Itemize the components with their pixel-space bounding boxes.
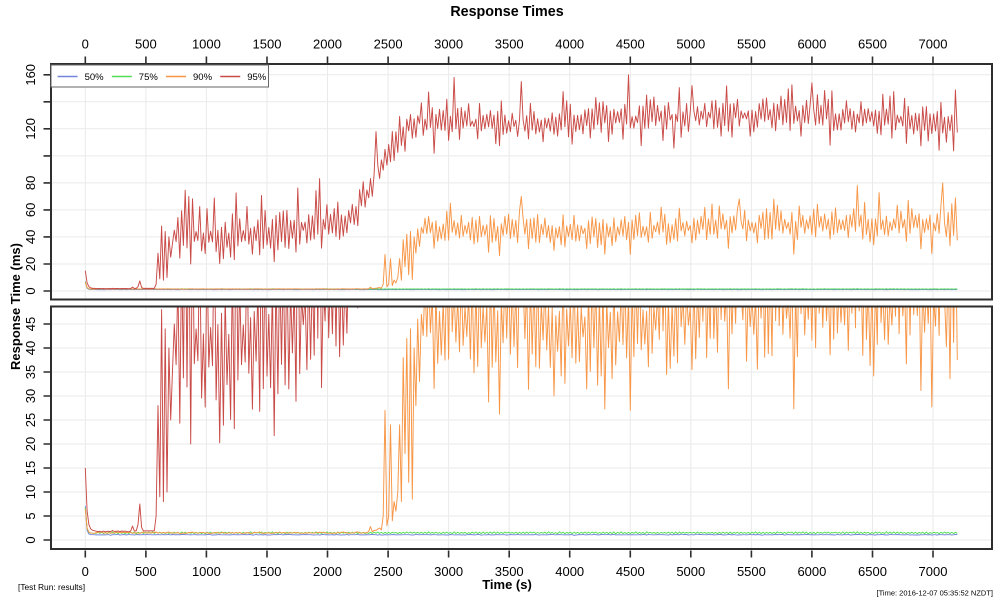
- svg-text:4000: 4000: [555, 37, 584, 52]
- svg-text:10: 10: [23, 485, 38, 499]
- svg-text:3000: 3000: [434, 564, 463, 579]
- svg-text:60: 60: [23, 203, 38, 217]
- svg-text:4500: 4500: [616, 37, 645, 52]
- svg-text:Response Times: Response Times: [450, 4, 563, 20]
- svg-text:1500: 1500: [253, 37, 282, 52]
- svg-text:5500: 5500: [737, 37, 766, 52]
- svg-text:Response Time (ms): Response Time (ms): [8, 243, 23, 370]
- svg-text:5: 5: [23, 512, 38, 519]
- svg-text:5000: 5000: [676, 564, 705, 579]
- svg-text:5500: 5500: [737, 564, 766, 579]
- svg-text:80: 80: [23, 176, 38, 190]
- svg-text:75%: 75%: [139, 72, 159, 83]
- svg-text:0: 0: [23, 287, 38, 294]
- svg-text:35: 35: [23, 365, 38, 379]
- svg-text:7000: 7000: [919, 564, 948, 579]
- svg-text:0: 0: [82, 37, 89, 52]
- svg-text:45: 45: [23, 317, 38, 331]
- svg-text:15: 15: [23, 461, 38, 475]
- svg-text:2000: 2000: [313, 37, 342, 52]
- svg-text:6500: 6500: [858, 37, 887, 52]
- svg-text:5000: 5000: [676, 37, 705, 52]
- svg-text:3500: 3500: [495, 564, 524, 579]
- svg-text:40: 40: [23, 230, 38, 244]
- svg-text:25: 25: [23, 413, 38, 427]
- svg-text:3000: 3000: [434, 37, 463, 52]
- svg-text:6000: 6000: [797, 564, 826, 579]
- svg-text:120: 120: [23, 118, 38, 140]
- svg-text:3500: 3500: [495, 37, 524, 52]
- svg-text:[Time: 2016-12-07 05:35:52 NZD: [Time: 2016-12-07 05:35:52 NZDT]: [877, 589, 993, 598]
- svg-text:1000: 1000: [192, 37, 221, 52]
- svg-text:40: 40: [23, 341, 38, 355]
- svg-text:7000: 7000: [919, 37, 948, 52]
- svg-text:2000: 2000: [313, 564, 342, 579]
- svg-text:0: 0: [82, 564, 89, 579]
- svg-text:2500: 2500: [374, 37, 403, 52]
- svg-text:50%: 50%: [85, 72, 105, 83]
- svg-text:[Test Run: results]: [Test Run: results]: [18, 582, 85, 592]
- svg-text:4000: 4000: [555, 564, 584, 579]
- svg-text:30: 30: [23, 389, 38, 403]
- svg-text:20: 20: [23, 437, 38, 451]
- svg-text:500: 500: [135, 37, 157, 52]
- svg-text:20: 20: [23, 257, 38, 271]
- svg-text:6000: 6000: [797, 37, 826, 52]
- svg-text:2500: 2500: [374, 564, 403, 579]
- svg-text:500: 500: [135, 564, 157, 579]
- svg-text:1000: 1000: [192, 564, 221, 579]
- svg-text:0: 0: [23, 536, 38, 543]
- svg-text:Time (s): Time (s): [482, 577, 532, 592]
- svg-text:160: 160: [23, 64, 38, 86]
- svg-text:95%: 95%: [247, 72, 267, 83]
- svg-text:1500: 1500: [253, 564, 282, 579]
- svg-text:6500: 6500: [858, 564, 887, 579]
- svg-text:4500: 4500: [616, 564, 645, 579]
- svg-text:90%: 90%: [193, 72, 213, 83]
